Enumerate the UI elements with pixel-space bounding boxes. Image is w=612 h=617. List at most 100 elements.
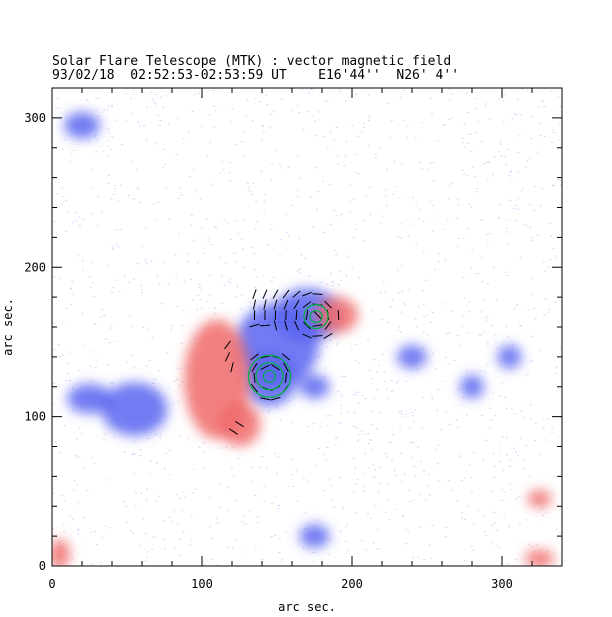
speckle-dot (103, 109, 105, 111)
speckle-dot (326, 148, 329, 150)
speckle-dot (333, 506, 336, 508)
speckle-dot (485, 105, 487, 107)
speckle-dot (354, 483, 357, 485)
speckle-dot (212, 90, 215, 91)
speckle-dot (86, 99, 88, 101)
speckle-dot (203, 467, 206, 469)
speckle-dot (558, 139, 561, 141)
speckle-dot (83, 468, 86, 469)
speckle-dot (284, 531, 287, 533)
speckle-dot (150, 91, 153, 93)
speckle-dot (105, 525, 108, 527)
speckle-dot (296, 189, 299, 191)
speckle-dot (453, 360, 456, 362)
speckle-dot (364, 549, 367, 551)
speckle-dot (112, 287, 115, 289)
speckle-dot (335, 126, 338, 128)
speckle-dot (436, 463, 439, 465)
speckle-dot (425, 314, 428, 316)
speckle-dot (157, 495, 160, 497)
speckle-dot (229, 239, 232, 240)
speckle-dot (549, 235, 552, 237)
speckle-dot (345, 275, 348, 277)
negative-region (299, 524, 330, 549)
speckle-dot (396, 186, 399, 188)
speckle-dot (450, 310, 453, 312)
speckle-dot (236, 286, 239, 288)
speckle-dot (520, 190, 523, 192)
speckle-dot (436, 409, 439, 411)
speckle-dot (369, 370, 372, 371)
speckle-dot (409, 223, 412, 225)
speckle-dot (481, 219, 483, 221)
speckle-dot (69, 288, 72, 290)
speckle-dot (77, 500, 80, 502)
speckle-dot (548, 441, 551, 443)
speckle-dot (490, 324, 493, 326)
field-vector (272, 289, 279, 299)
speckle-dot (486, 283, 489, 284)
speckle-dot (344, 153, 347, 155)
speckle-dot (75, 457, 78, 459)
speckle-dot (462, 238, 465, 239)
y-tick-label: 0 (39, 559, 46, 573)
speckle-dot (318, 111, 321, 113)
speckle-dot (337, 155, 340, 157)
speckle-dot (432, 180, 435, 182)
speckle-dot (81, 313, 84, 314)
field-vector (302, 301, 312, 309)
speckle-dot (260, 139, 263, 141)
speckle-dot (356, 427, 358, 429)
speckle-dot (240, 294, 243, 296)
field-vector (270, 396, 281, 401)
speckle-dot (186, 253, 189, 255)
speckle-dot (485, 320, 488, 322)
speckle-dot (165, 187, 168, 189)
speckle-dot (170, 329, 173, 331)
speckle-dot (296, 155, 299, 156)
speckle-dot (463, 146, 466, 148)
speckle-dot (448, 332, 451, 334)
speckle-dot (420, 428, 423, 429)
speckle-dot (405, 413, 407, 415)
speckle-dot (358, 402, 361, 404)
field-vector (271, 364, 280, 371)
speckle-dot (369, 115, 371, 117)
speckle-dot (356, 135, 359, 137)
speckle-dot (73, 480, 76, 481)
speckle-dot (301, 89, 304, 91)
speckle-dot (447, 119, 450, 120)
contour-line (247, 354, 292, 398)
speckle-dot (201, 308, 203, 310)
speckle-dot (280, 239, 283, 241)
speckle-dot (522, 417, 525, 419)
speckle-dot (145, 560, 148, 562)
speckle-dot (52, 528, 54, 530)
speckle-dot (471, 249, 474, 251)
speckle-dot (190, 224, 192, 226)
speckle-dot (139, 455, 142, 457)
speckle-dot (537, 234, 539, 236)
speckle-dot (133, 473, 136, 475)
negative-region (101, 382, 168, 437)
speckle-dot (147, 438, 150, 439)
speckle-dot (478, 334, 481, 336)
speckle-dot (559, 346, 562, 348)
speckle-dot (391, 193, 394, 195)
speckle-dot (490, 490, 493, 492)
speckle-dot (265, 94, 268, 96)
speckle-dot (227, 487, 230, 489)
speckle-dot (317, 448, 320, 450)
speckle-dot (53, 221, 56, 222)
speckle-dot (516, 98, 519, 100)
speckle-dot (208, 294, 211, 296)
positive-region (524, 549, 555, 566)
speckle-dot (78, 427, 81, 429)
speckle-dot (340, 422, 343, 424)
speckle-dot (428, 473, 430, 475)
speckle-dot (341, 375, 344, 377)
speckle-dot (362, 240, 365, 242)
axis-tick-labels: 0 100 200 300 0 100 200 300 (24, 111, 513, 591)
speckle-dot (278, 552, 281, 553)
speckle-dot (233, 475, 236, 477)
